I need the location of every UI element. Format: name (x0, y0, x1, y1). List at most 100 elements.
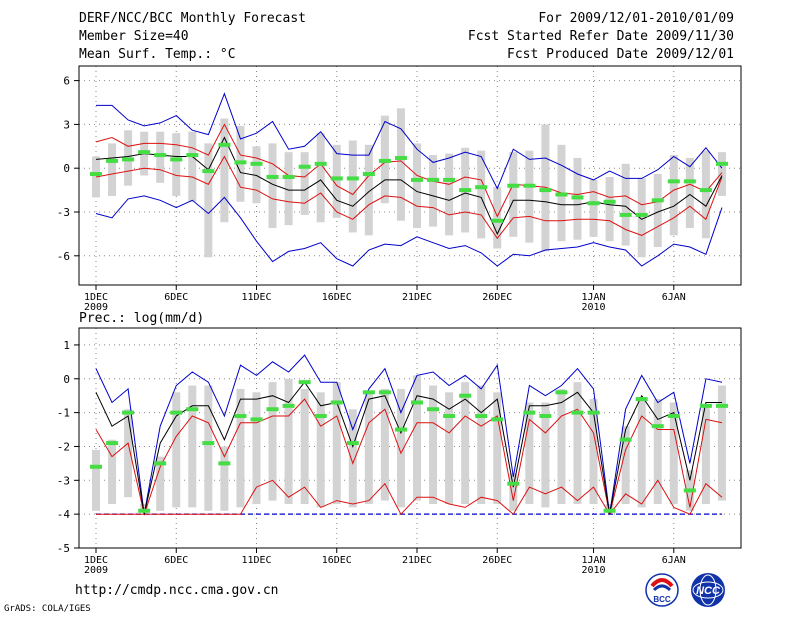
data-marker (699, 403, 712, 408)
data-marker (507, 481, 520, 486)
y-tick-label: -3 (57, 474, 70, 487)
data-marker (651, 424, 664, 429)
data-marker (154, 153, 167, 158)
spread-box (380, 388, 389, 501)
series-line-upper (95, 398, 723, 517)
spread-box (268, 382, 277, 501)
data-marker (234, 414, 247, 418)
data-marker (667, 179, 680, 184)
spread-box (396, 388, 405, 508)
logos: BCC NCC (640, 570, 740, 616)
data-marker (555, 192, 568, 197)
y-tick-label: -3 (57, 206, 70, 219)
data-marker (443, 177, 456, 182)
member-size: Member Size=40 (79, 29, 189, 44)
spread-box (188, 131, 197, 202)
spread-box (461, 382, 470, 504)
x-tick-year: 2010 (582, 302, 606, 313)
spread-box (717, 385, 726, 501)
spread-box (653, 399, 662, 504)
spread-box (637, 178, 646, 258)
x-tick-year: 2009 (84, 302, 108, 313)
data-marker (667, 414, 680, 418)
spread-box (220, 118, 229, 223)
spread-box (252, 146, 261, 204)
spread-box (429, 385, 438, 504)
x-tick-label: 6DEC (164, 292, 188, 303)
spread-box (525, 150, 534, 243)
x-tick-label: 21DEC (402, 555, 432, 566)
y-tick-label: 6 (63, 75, 70, 88)
spread-box (252, 392, 261, 504)
data-marker (683, 179, 696, 184)
spread-box (445, 153, 454, 236)
chart-title: DERF/NCC/BCC Monthly Forecast (79, 11, 306, 26)
data-marker (555, 390, 568, 395)
x-tick-label: 1JAN (582, 555, 606, 566)
spread-box (188, 385, 197, 508)
data-marker (138, 508, 151, 513)
forecast-produced-date: Fcst Produced Date 2009/12/01 (507, 47, 734, 62)
data-marker (411, 400, 423, 405)
spread-box (541, 124, 550, 252)
spread-box (509, 473, 518, 511)
spread-box (124, 409, 133, 498)
spread-box (204, 143, 213, 258)
x-tick-label: 6JAN (662, 292, 686, 303)
data-marker (459, 188, 472, 193)
data-marker (411, 177, 423, 182)
data-marker (699, 188, 712, 193)
data-marker (266, 174, 279, 179)
spread-box (541, 402, 550, 508)
spread-box (621, 163, 630, 246)
spread-box (156, 131, 165, 183)
x-tick-label: 21DEC (402, 292, 432, 303)
data-marker (491, 218, 504, 223)
data-marker (90, 464, 102, 469)
spread-box (477, 150, 486, 239)
spread-box (637, 399, 646, 508)
data-marker (523, 183, 536, 188)
series-line-lower (96, 479, 723, 516)
data-marker (459, 393, 472, 398)
plot-frame (78, 327, 742, 549)
spread-box (396, 108, 405, 221)
spread-box (701, 150, 710, 239)
data-marker (186, 407, 199, 412)
data-marker (635, 212, 648, 217)
data-marker (186, 153, 199, 158)
spread-box (413, 143, 421, 229)
x-tick-label: 6JAN (662, 555, 686, 566)
series-line-max (96, 92, 723, 190)
data-marker (603, 199, 616, 204)
y-tick-label: -2 (57, 440, 70, 453)
y-tick-label: 0 (63, 373, 70, 386)
data-marker (619, 437, 632, 442)
y-tick-label: 1 (63, 339, 70, 352)
series-line-min (95, 195, 723, 267)
y-tick-label: 3 (63, 118, 70, 131)
data-marker (507, 183, 520, 188)
data-marker (250, 161, 263, 166)
data-marker (202, 441, 215, 446)
spread-box (220, 446, 229, 511)
data-marker (90, 172, 102, 177)
data-marker (314, 414, 327, 418)
x-tick-label: 6DEC (164, 555, 188, 566)
bcc-logo: BCC (645, 573, 679, 607)
series-line-mean (95, 381, 722, 515)
data-marker (539, 414, 552, 418)
source-url[interactable]: http://cmdp.ncc.cma.gov.cn (75, 583, 279, 598)
series-line-max (95, 354, 723, 515)
forecast-period: For 2009/12/01-2010/01/09 (538, 11, 734, 26)
spread-box (525, 402, 534, 504)
data-marker (475, 185, 488, 190)
data-marker (683, 488, 696, 493)
data-marker (394, 155, 407, 160)
spread-box (156, 456, 165, 511)
spread-box (589, 179, 598, 237)
plot-frame (78, 65, 742, 286)
x-tick-year: 2010 (582, 565, 606, 576)
